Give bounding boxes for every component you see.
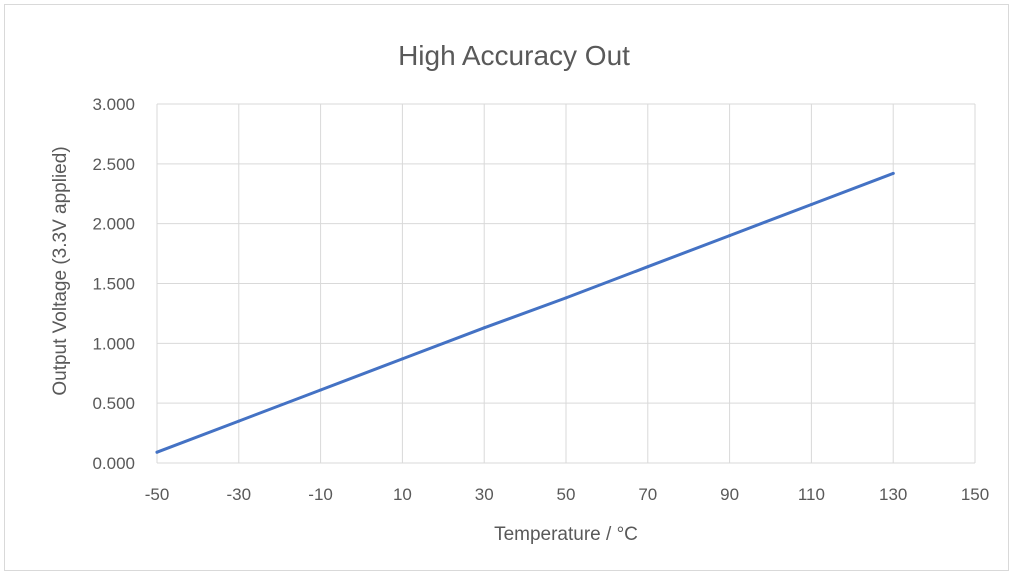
series-line — [155, 171, 895, 454]
data-point — [319, 388, 323, 392]
x-tick-label: -30 — [227, 485, 252, 504]
y-tick-label: 0.500 — [92, 394, 135, 413]
x-tick-label: 50 — [557, 485, 576, 504]
y-tick-label: 0.000 — [92, 454, 135, 473]
x-tick-label: 90 — [720, 485, 739, 504]
x-tick-label: 10 — [393, 485, 412, 504]
chart-area — [4, 4, 1009, 571]
data-point — [237, 419, 241, 423]
data-point — [809, 203, 813, 207]
data-point — [891, 171, 895, 175]
x-tick-label: -50 — [145, 485, 170, 504]
data-point — [646, 265, 650, 269]
data-point — [728, 234, 732, 238]
data-point — [155, 450, 159, 454]
x-tick-label: 150 — [961, 485, 989, 504]
x-axis-tick-labels: -50 -30 -10 10 30 50 70 90 110 130 150 — [145, 485, 989, 504]
y-axis-tick-labels: 0.000 0.500 1.000 1.500 2.000 2.500 3.000 — [92, 95, 135, 473]
chart-title: High Accuracy Out — [398, 40, 630, 71]
y-tick-label: 1.000 — [92, 334, 135, 353]
x-tick-label: -10 — [308, 485, 333, 504]
data-point — [564, 296, 568, 300]
data-point — [482, 326, 486, 330]
series-layer — [155, 171, 895, 454]
x-tick-label: 130 — [879, 485, 907, 504]
y-tick-label: 2.000 — [92, 215, 135, 234]
y-axis-title: Output Voltage (3.3V applied) — [50, 146, 71, 395]
y-tick-label: 2.500 — [92, 155, 135, 174]
x-tick-label: 70 — [638, 485, 657, 504]
x-axis-title: Temperature / °C — [494, 524, 638, 545]
x-tick-label: 110 — [798, 485, 825, 504]
y-tick-label: 1.500 — [92, 275, 135, 294]
y-tick-label: 3.000 — [92, 95, 135, 114]
horizontal-gridlines — [157, 103, 975, 464]
x-tick-label: 30 — [475, 485, 494, 504]
data-point — [400, 357, 404, 361]
